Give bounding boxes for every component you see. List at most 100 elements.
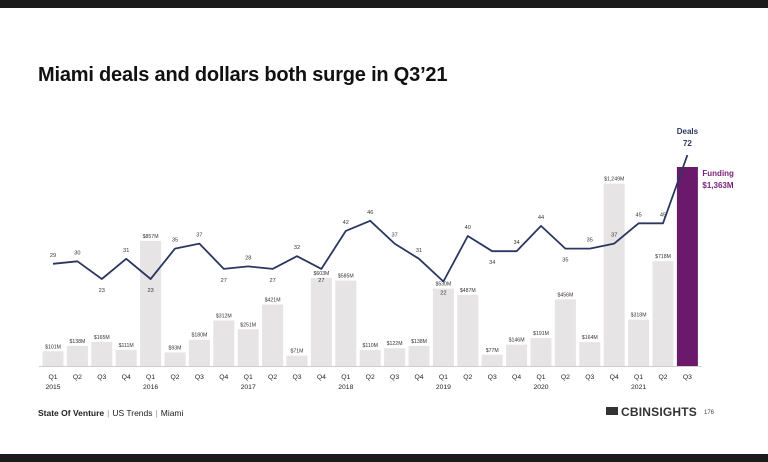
x-tick-label: Q2 (658, 374, 667, 381)
funding-bar (262, 304, 284, 366)
x-tick-year-label: 2021 (631, 384, 646, 391)
funding-bar (530, 338, 552, 366)
funding-bar-highlight (676, 167, 698, 366)
deals-data-label: 35 (587, 238, 593, 244)
deals-data-label: 31 (416, 248, 422, 254)
funding-bar (408, 345, 430, 366)
funding-bar (286, 355, 308, 366)
logo-icon (606, 407, 618, 415)
funding-bar (432, 288, 454, 366)
funding-data-label: $1,249M (604, 177, 624, 183)
x-tick-year-label: 2017 (241, 384, 256, 391)
funding-data-label: $146M (509, 338, 525, 344)
funding-data-label: $138M (411, 339, 427, 345)
footer-section: US Trends (112, 408, 153, 418)
deals-data-label: 44 (538, 215, 544, 221)
x-tick-label: Q3 (488, 374, 497, 381)
deals-data-label: 34 (513, 240, 519, 246)
funding-bar (140, 240, 162, 366)
funding-data-label: $718M (655, 254, 671, 260)
funding-bar (335, 280, 357, 366)
x-tick-label: Q4 (317, 374, 326, 381)
funding-data-label: $110M (362, 343, 377, 349)
x-tick-year-label: 2016 (143, 384, 158, 391)
deals-data-label: 31 (123, 248, 129, 254)
funding-data-label: $312M (216, 313, 232, 319)
deals-data-label: 35 (562, 258, 568, 264)
funding-data-label: $77M (486, 348, 499, 354)
x-tick-label: Q2 (463, 374, 472, 381)
funding-bar (554, 299, 576, 366)
deals-data-label: 32 (294, 245, 300, 251)
x-tick-label: Q3 (585, 374, 594, 381)
x-tick-label: Q2 (73, 374, 82, 381)
x-tick-label: Q4 (122, 374, 131, 381)
logo-text: CBINSIGHTS (621, 405, 698, 419)
x-tick-label: Q3 (195, 374, 204, 381)
x-tick-year-label: 2018 (338, 384, 353, 391)
funding-bar (66, 345, 88, 366)
funding-data-label: $530M (435, 282, 451, 288)
funding-data-label: $487M (460, 288, 476, 294)
deals-data-label: 42 (343, 220, 349, 226)
funding-bar (359, 349, 381, 366)
page-number: 176 (704, 410, 715, 416)
deals-data-label: 37 (391, 233, 397, 239)
x-tick-label: Q2 (268, 374, 277, 381)
funding-data-label: $165M (94, 335, 110, 341)
deals-data-label: 27 (221, 278, 227, 284)
funding-data-label: $138M (69, 339, 85, 345)
funding-bar (506, 344, 528, 366)
x-tick-label: Q4 (512, 374, 521, 381)
deals-data-label: 29 (50, 253, 56, 259)
funding-data-label: $456M (557, 292, 573, 298)
funding-data-label: $101M (45, 344, 61, 350)
x-tick-year-label: 2020 (533, 384, 548, 391)
funding-bar (42, 351, 64, 366)
funding-data-label: $164M (582, 335, 598, 341)
funding-bar (213, 320, 235, 366)
x-tick-year-label: 2015 (45, 384, 60, 391)
x-tick-label: Q4 (610, 374, 619, 381)
deals-callout-label: Deals (677, 127, 699, 136)
x-tick-label: Q1 (48, 374, 57, 381)
deals-data-label: 34 (489, 260, 495, 266)
funding-bar (603, 183, 625, 366)
funding-data-label: $318M (631, 313, 647, 319)
deals-data-label: 28 (245, 255, 251, 261)
x-tick-label: Q3 (97, 374, 106, 381)
deals-data-label: 22 (440, 291, 446, 297)
deals-data-label: 30 (74, 250, 80, 256)
deals-data-label: 27 (318, 278, 324, 284)
x-tick-label: Q2 (170, 374, 179, 381)
funding-data-label: $71M (291, 349, 304, 355)
deals-data-label: 45 (635, 212, 641, 218)
x-tick-label: Q1 (536, 374, 545, 381)
funding-bar (628, 319, 650, 366)
deals-data-label: 37 (196, 233, 202, 239)
funding-bar (310, 277, 332, 366)
x-tick-label: Q3 (292, 374, 301, 381)
funding-data-label: $191M (533, 331, 549, 337)
funding-bar (164, 352, 186, 366)
x-tick-label: Q3 (683, 374, 692, 381)
footer-region: Miami (160, 408, 184, 418)
cbinsights-logo: CBINSIGHTS (606, 405, 697, 419)
x-tick-label: Q3 (390, 374, 399, 381)
x-tick-label: Q4 (414, 374, 423, 381)
funding-data-label: $122M (387, 341, 403, 347)
funding-data-label: $603M (313, 271, 329, 277)
funding-bar (91, 341, 113, 366)
deals-data-label: 46 (367, 210, 373, 216)
deals-data-label: 27 (269, 278, 275, 284)
top-border (0, 0, 768, 8)
footer-separator: | (155, 408, 158, 418)
footer-source: State Of Venture (38, 408, 105, 418)
chart-title: Miami deals and dollars both surge in Q3… (38, 64, 448, 86)
x-tick-label: Q1 (341, 374, 350, 381)
footer-separator: | (107, 408, 110, 418)
x-tick-label: Q2 (366, 374, 375, 381)
funding-bar (457, 294, 479, 366)
funding-bar (237, 329, 259, 366)
